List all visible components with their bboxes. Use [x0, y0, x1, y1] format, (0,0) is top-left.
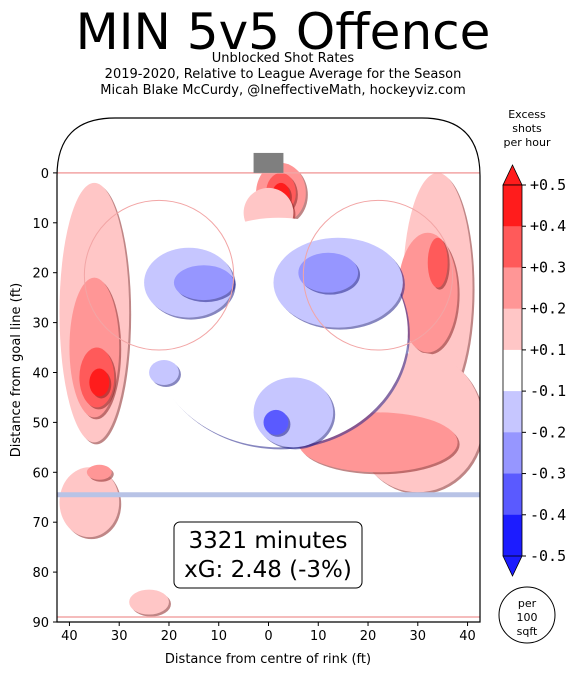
y-tick-label-1: 10: [32, 217, 49, 232]
y-tick-label-8: 80: [32, 566, 49, 581]
contour-region-13: [86, 464, 112, 480]
colorbar-swatch-1: [503, 226, 522, 268]
faceoff-circle-left: [83, 199, 235, 351]
contour-region-20: [173, 265, 234, 301]
contour-region-22: [298, 252, 359, 293]
x-axis-label: Distance from centre of rink (ft): [165, 652, 371, 667]
goal-net: [253, 152, 284, 173]
colorbar-tick-label-8: -0.4: [530, 506, 566, 524]
colorbar-tick-label-5: -0.1: [530, 382, 566, 400]
colorbar-swatch-8: [503, 514, 522, 557]
chart-subtitle-line-3: Micah Blake McCurdy, @IneffectiveMath, h…: [100, 83, 466, 98]
colorbar-extend-max: [502, 164, 523, 186]
contour-region-9: [427, 237, 448, 288]
contour-region-12: [59, 467, 120, 538]
contour-region-23: [253, 377, 334, 448]
x-tick-label-3: 10: [210, 629, 227, 644]
x-tick-label-1: 30: [111, 629, 128, 644]
unit-circle: per 100 sqft: [498, 586, 556, 644]
annotation-box: 3321 minutes xG: 2.48 (-3%): [173, 521, 363, 589]
x-tick-label-5: 10: [310, 629, 327, 644]
annotation-minutes: 3321 minutes: [189, 528, 348, 554]
x-tick-label-4: 0: [264, 629, 272, 644]
colorbar-tick-label-2: +0.3: [530, 258, 566, 276]
rink-markings: [57, 152, 480, 618]
colorbar-tick-label-6: -0.2: [530, 423, 566, 441]
contour-region-25: [149, 360, 179, 385]
blue-line: [57, 492, 480, 498]
x-tick-label-7: 30: [410, 629, 427, 644]
y-axis-label: Distance from goal line (ft): [9, 283, 24, 457]
colorbar-swatch-4: [503, 349, 522, 392]
colorbar-tick-label-9: -0.5: [530, 547, 566, 565]
chart-subtitle-line-2: 2019-2020, Relative to League Average fo…: [104, 67, 462, 82]
colorbar-title-line-1: Excess: [508, 108, 546, 121]
x-tick-label-0: 40: [61, 629, 78, 644]
x-axis: 40 30 20 10 0 10 20 30 40: [57, 621, 480, 644]
y-tick-label-5: 50: [32, 416, 49, 431]
x-tick-label-2: 20: [161, 629, 178, 644]
unit-circle-line-3: sqft: [517, 625, 538, 638]
chart-title: MIN 5v5 Offence: [75, 3, 491, 61]
y-tick-label-7: 70: [32, 516, 49, 531]
y-tick-label-3: 30: [32, 317, 49, 332]
chart-subtitle-line-1: Unblocked Shot Rates: [211, 51, 355, 66]
colorbar-tick-label-3: +0.2: [530, 300, 566, 318]
rink-outline: [56, 117, 481, 623]
y-tick-label-9: 90: [32, 616, 49, 631]
colorbar-frame: [502, 184, 523, 557]
contour-region-6: [89, 368, 110, 397]
plot-area: 40 30 20 10 0 10 20 30 40 0 10 20 30 40 50 60 70 80 90: [32, 117, 481, 644]
faceoff-circle-right: [302, 199, 454, 351]
y-tick-label-4: 40: [32, 366, 49, 381]
colorbar-swatch-3: [503, 308, 522, 351]
colorbar-swatch-6: [503, 432, 522, 475]
colorbar-tick-label-1: +0.4: [530, 217, 566, 235]
colorbar-swatch-0: [503, 185, 522, 227]
contour-region-14: [129, 589, 169, 615]
colorbar: Excess shots per hour +0.5 +0.4 +0.3 +0.2 +0…: [502, 108, 566, 577]
x-tick-label-8: 40: [459, 629, 476, 644]
colorbar-title-line-3: per hour: [504, 136, 551, 149]
y-tick-label-6: 60: [32, 466, 49, 481]
unit-circle-line-2: 100: [517, 611, 538, 624]
y-axis: 0 10 20 30 40 50 60 70 80 90: [32, 167, 57, 631]
colorbar-tick-label-4: +0.1: [530, 341, 566, 359]
colorbar-swatch-2: [503, 267, 522, 310]
colorbar-extend-min: [502, 555, 523, 577]
colorbar-tick-label-7: -0.3: [530, 465, 566, 483]
colorbar-swatch-7: [503, 473, 522, 516]
y-tick-label-2: 20: [32, 267, 49, 282]
contour-region-24: [263, 409, 289, 435]
colorbar-swatch-5: [503, 391, 522, 433]
colorbar-tick-label-0: +0.5: [530, 176, 566, 194]
y-tick-label-0: 0: [41, 167, 49, 182]
unit-circle-line-1: per: [518, 597, 537, 610]
colorbar-title-line-2: shots: [512, 122, 542, 135]
x-tick-label-6: 20: [360, 629, 377, 644]
annotation-xg: xG: 2.48 (-3%): [184, 557, 352, 583]
